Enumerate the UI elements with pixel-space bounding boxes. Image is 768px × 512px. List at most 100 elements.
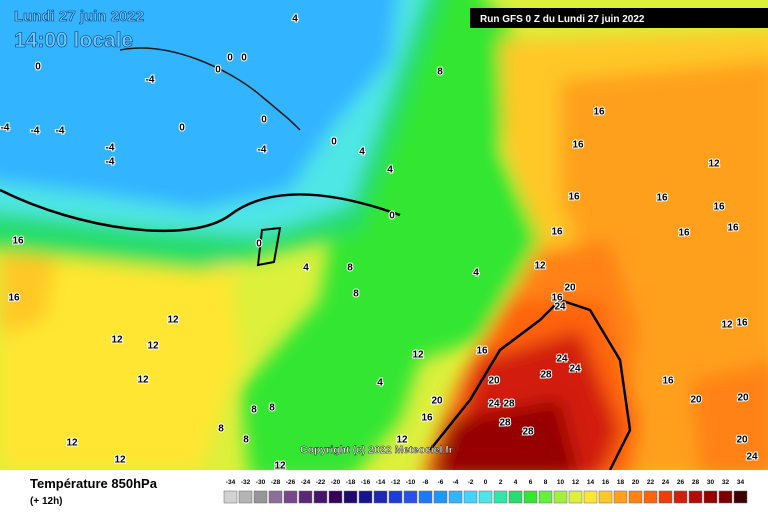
scale-tick-label: -24 <box>301 479 311 486</box>
contour-label: 28 <box>522 427 534 438</box>
contour-label: 20 <box>488 376 500 387</box>
contour-label: -4 <box>56 126 65 137</box>
scale-swatch <box>718 490 733 504</box>
contour-label: 8 <box>437 67 443 78</box>
scale-tick-label: 12 <box>572 479 580 486</box>
contour-label: -4 <box>146 75 155 86</box>
scale-tick-label: 22 <box>647 479 655 486</box>
scale-swatch <box>298 490 313 504</box>
scale-tick-label: 18 <box>617 479 625 486</box>
contour-label: 8 <box>353 289 359 300</box>
scale-tick-label: -18 <box>346 479 356 486</box>
contour-label: -4 <box>106 143 115 154</box>
contour-label: 0 <box>331 137 337 148</box>
contour-label: 16 <box>662 376 674 387</box>
contour-label: 16 <box>727 223 739 234</box>
contour-label: 28 <box>540 370 552 381</box>
contour-label: 12 <box>708 159 720 170</box>
contour-label: -4 <box>258 145 267 156</box>
contour-label: 12 <box>114 455 126 466</box>
scale-tick-label: 4 <box>514 479 518 486</box>
contour-label: 16 <box>678 228 690 239</box>
contour-label: 8 <box>218 424 224 435</box>
scale-tick-label: -12 <box>391 479 401 486</box>
contour-label: 4 <box>473 268 479 279</box>
contour-label: 0 <box>215 65 221 76</box>
scale-swatch <box>688 490 703 504</box>
contour-label: 12 <box>412 350 424 361</box>
contour-label: 8 <box>243 435 249 446</box>
contour-label: 16 <box>8 293 20 304</box>
contour-label: 24 <box>569 364 581 375</box>
scale-swatch <box>613 490 628 504</box>
scale-swatch <box>433 490 448 504</box>
contour-label: 8 <box>251 405 257 416</box>
contour-label: 0 <box>241 53 247 64</box>
contour-label: 16 <box>572 140 584 151</box>
scale-swatch <box>373 490 388 504</box>
scale-swatch <box>328 490 343 504</box>
scale-tick-label: -8 <box>423 479 429 486</box>
scale-tick-label: -32 <box>241 479 251 486</box>
scale-tick-label: 30 <box>707 479 715 486</box>
scale-swatch <box>223 490 238 504</box>
contour-label: 12 <box>66 438 78 449</box>
scale-tick-label: 0 <box>484 479 488 486</box>
contour-label: 16 <box>551 227 563 238</box>
contour-label: 12 <box>534 261 546 272</box>
scale-swatch <box>418 490 433 504</box>
contour-label: 0 <box>227 53 233 64</box>
contour-label: 24 <box>488 399 500 410</box>
contour-label: -4 <box>106 157 115 168</box>
contour-label: 4 <box>359 147 365 158</box>
contour-label: 16 <box>476 346 488 357</box>
scale-swatch <box>463 490 478 504</box>
scale-tick-label: 10 <box>557 479 565 486</box>
scale-swatch <box>628 490 643 504</box>
contour-label: 20 <box>737 393 749 404</box>
contour-label: 4 <box>377 378 383 389</box>
contour-label: 12 <box>274 461 286 472</box>
contour-label: -4 <box>1 123 10 134</box>
contour-label: 4 <box>387 165 393 176</box>
contour-label: 12 <box>396 435 408 446</box>
run-info: Run GFS 0 Z du Lundi 27 juin 2022 <box>480 14 645 25</box>
scale-swatch <box>493 490 508 504</box>
contour-label: 16 <box>656 193 668 204</box>
contour-label: 0 <box>389 211 395 222</box>
scale-tick-label: -34 <box>226 479 236 486</box>
scale-tick-label: 8 <box>544 479 548 486</box>
scale-tick-label: -16 <box>361 479 371 486</box>
scale-tick-label: 32 <box>722 479 730 486</box>
scale-swatch <box>658 490 673 504</box>
contour-label: 24 <box>554 302 566 313</box>
scale-swatch <box>538 490 553 504</box>
scale-tick-label: -6 <box>438 479 444 486</box>
scale-swatch <box>403 490 418 504</box>
contour-label: 0 <box>261 115 267 126</box>
contour-label: 8 <box>347 263 353 274</box>
contour-label: 16 <box>12 236 24 247</box>
contour-label: 12 <box>147 341 159 352</box>
contour-label: 20 <box>736 435 748 446</box>
scale-swatch <box>388 490 403 504</box>
contour-label: 16 <box>421 413 433 424</box>
scale-tick-label: 26 <box>677 479 685 486</box>
contour-label: 20 <box>690 395 702 406</box>
scale-swatch <box>643 490 658 504</box>
scale-tick-label: 28 <box>692 479 700 486</box>
scale-swatch <box>268 490 283 504</box>
scale-swatch <box>508 490 523 504</box>
date: Lundi 27 juin 2022 <box>14 8 144 25</box>
scale-swatch <box>598 490 613 504</box>
copyright: Copyright (c) 2022 Meteociel.fr <box>300 444 453 456</box>
scale-tick-label: -4 <box>453 479 459 486</box>
contour-label: 28 <box>503 399 515 410</box>
scale-tick-label: -22 <box>316 479 326 486</box>
scale-swatch <box>703 490 718 504</box>
scale-tick-label: 20 <box>632 479 640 486</box>
contour-label: 4 <box>292 14 298 25</box>
contour-label: 16 <box>593 107 605 118</box>
scale-tick-label: -2 <box>468 479 474 486</box>
